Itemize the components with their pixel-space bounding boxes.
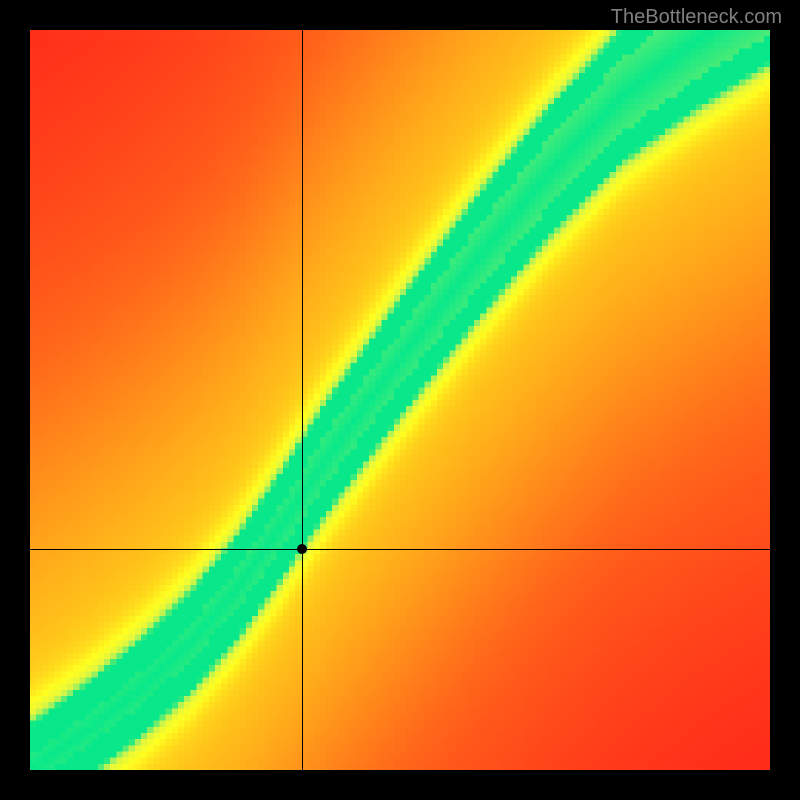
plot-area (30, 30, 770, 770)
crosshair-horizontal (30, 549, 770, 550)
crosshair-vertical (302, 30, 303, 770)
chart-container: TheBottleneck.com (0, 0, 800, 800)
watermark-text: TheBottleneck.com (611, 6, 782, 29)
heatmap-canvas (30, 30, 770, 770)
crosshair-marker (297, 544, 307, 554)
